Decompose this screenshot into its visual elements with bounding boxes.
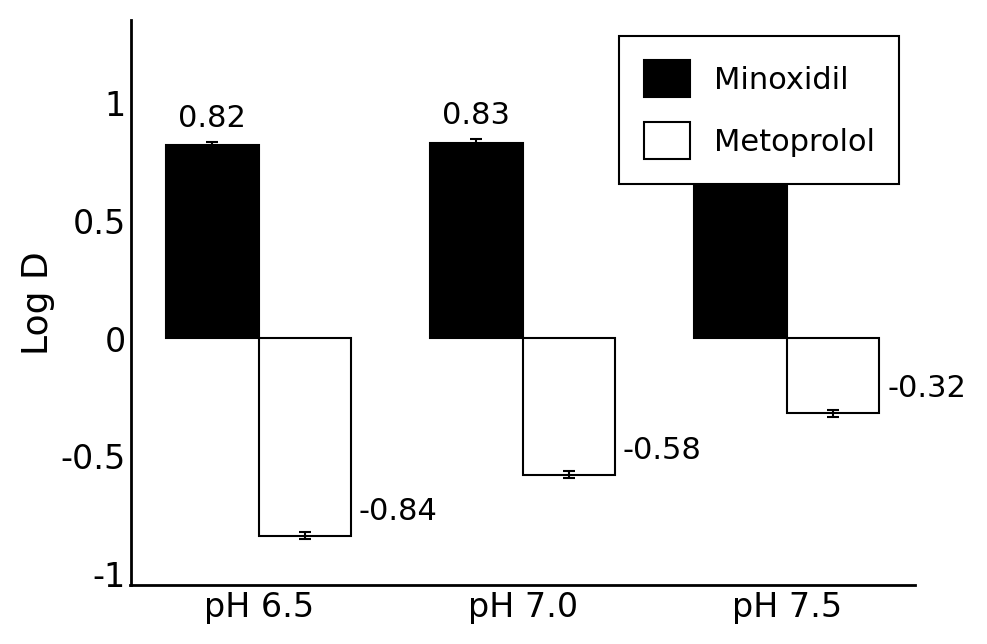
Text: 0.83: 0.83 — [442, 101, 510, 130]
Bar — [166, 146, 259, 338]
Bar — [787, 338, 878, 413]
Text: 0.82: 0.82 — [179, 104, 246, 133]
Text: -0.84: -0.84 — [358, 497, 437, 526]
Text: 0.82: 0.82 — [707, 104, 774, 133]
Text: -0.58: -0.58 — [623, 435, 702, 464]
Bar — [259, 338, 350, 536]
Legend: Minoxidil, Metoprolol: Minoxidil, Metoprolol — [619, 36, 899, 184]
Y-axis label: Log D: Log D — [21, 251, 55, 355]
Bar — [522, 338, 615, 475]
Text: -0.32: -0.32 — [886, 374, 965, 403]
Bar — [694, 146, 787, 338]
Bar — [430, 143, 522, 338]
